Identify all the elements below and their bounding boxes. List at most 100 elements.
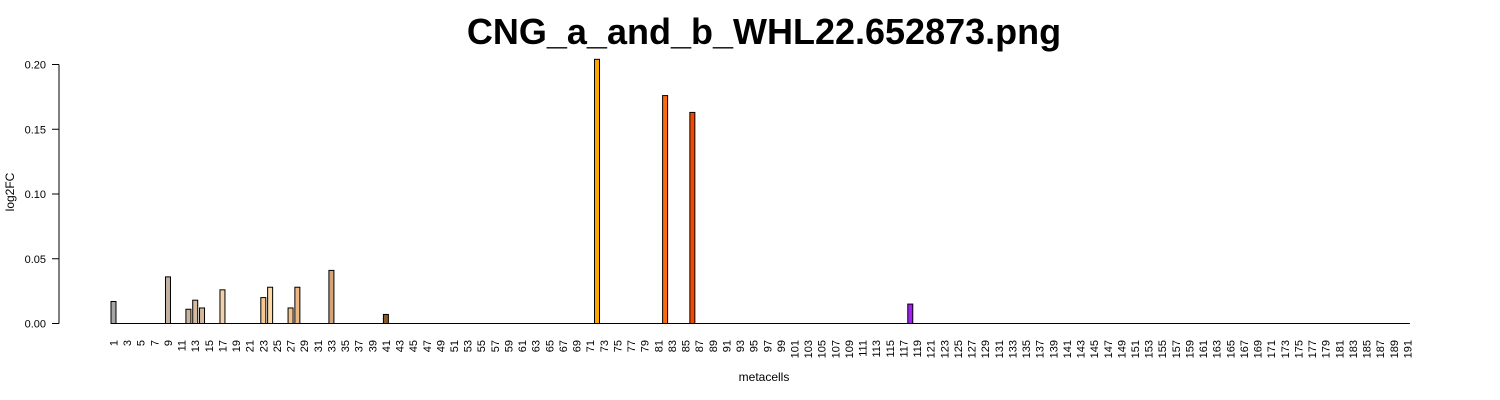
x-tick-label: 59 xyxy=(503,340,515,352)
y-tick-label: 0.05 xyxy=(25,254,46,266)
x-tick-label: 61 xyxy=(517,340,529,352)
y-tick-label: 0.20 xyxy=(25,60,46,72)
x-tick-label: 173 xyxy=(1280,340,1292,358)
x-tick-label: 95 xyxy=(749,340,761,352)
x-tick-label: 139 xyxy=(1048,340,1060,358)
x-tick-label: 145 xyxy=(1089,340,1101,358)
x-tick-label: 49 xyxy=(435,340,447,352)
x-tick-label: 53 xyxy=(463,340,475,352)
x-tick-label: 7 xyxy=(149,340,161,346)
x-tick-label: 33 xyxy=(326,340,338,352)
x-tick-label: 135 xyxy=(1021,340,1033,358)
bar-metacell-23 xyxy=(260,297,267,325)
x-tick-label: 89 xyxy=(708,340,720,352)
x-tick-label: 11 xyxy=(177,340,189,351)
x-tick-label: 163 xyxy=(1212,340,1224,358)
bar-metacell-17 xyxy=(219,289,226,324)
x-tick-label: 3 xyxy=(122,340,134,346)
x-tick-label: 177 xyxy=(1307,340,1319,358)
x-tick-label: 15 xyxy=(204,340,216,352)
chart-title: CNG_a_and_b_WHL22.652873.png xyxy=(467,11,1061,52)
x-tick-label: 91 xyxy=(721,340,733,352)
x-tick-label: 21 xyxy=(245,340,257,352)
x-tick-label: 169 xyxy=(1253,340,1265,358)
x-tick-label: 17 xyxy=(217,340,229,352)
x-axis-ticks: 1 3 5 7 9 11 13 15 17 19 21 23 25 27 29 31 33 35 37 39 41 43 4… xyxy=(109,340,1415,358)
x-axis-label: metacells xyxy=(739,370,790,384)
x-tick-label: 123 xyxy=(939,340,951,358)
bar-metacell-12 xyxy=(185,308,192,325)
x-tick-label: 31 xyxy=(313,340,325,352)
bar-metacell-82 xyxy=(662,95,669,324)
x-tick-label: 73 xyxy=(599,340,611,352)
x-tick-label: 87 xyxy=(694,340,706,352)
x-tick-label: 39 xyxy=(367,340,379,352)
x-tick-label: 175 xyxy=(1293,340,1305,358)
x-tick-label: 183 xyxy=(1348,340,1360,358)
x-tick-label: 41 xyxy=(381,340,393,352)
x-tick-label: 171 xyxy=(1266,340,1278,358)
y-tick-label: 0.00 xyxy=(25,319,46,331)
y-axis-label: log2FC xyxy=(3,172,17,211)
x-tick-label: 47 xyxy=(422,340,434,352)
x-tick-label: 55 xyxy=(476,340,488,352)
x-tick-label: 35 xyxy=(340,340,352,352)
y-tick-label: 0.10 xyxy=(25,189,46,201)
x-tick-label: 19 xyxy=(231,340,243,352)
x-tick-label: 149 xyxy=(1116,340,1128,358)
x-tick-label: 117 xyxy=(898,340,910,358)
x-tick-label: 115 xyxy=(885,340,897,358)
x-tick-label: 109 xyxy=(844,340,856,358)
x-tick-label: 121 xyxy=(926,340,938,358)
x-tick-label: 23 xyxy=(258,340,270,352)
x-tick-label: 189 xyxy=(1389,340,1401,358)
x-tick-label: 75 xyxy=(612,340,624,352)
bar-metacell-1 xyxy=(110,300,117,324)
x-tick-label: 181 xyxy=(1334,340,1346,358)
x-tick-label: 137 xyxy=(1035,340,1047,358)
x-tick-label: 25 xyxy=(272,340,284,352)
x-tick-label: 43 xyxy=(395,340,407,352)
x-tick-label: 81 xyxy=(653,340,665,352)
x-tick-label: 159 xyxy=(1184,340,1196,358)
bar-metacell-118 xyxy=(907,303,914,325)
x-tick-label: 9 xyxy=(163,340,175,346)
x-tick-label: 29 xyxy=(299,340,311,352)
x-tick-label: 113 xyxy=(871,340,883,358)
bar-metacell-28 xyxy=(294,286,301,324)
bars-group xyxy=(110,58,914,325)
x-tick-label: 105 xyxy=(817,340,829,358)
x-tick-label: 69 xyxy=(572,340,584,352)
x-tick-label: 77 xyxy=(626,340,638,352)
x-tick-label: 179 xyxy=(1321,340,1333,358)
x-tick-label: 63 xyxy=(531,340,543,352)
x-tick-label: 103 xyxy=(803,340,815,358)
x-tick-label: 45 xyxy=(408,340,420,352)
x-tick-label: 111 xyxy=(858,340,870,357)
x-tick-label: 1 xyxy=(109,340,121,346)
x-tick-label: 51 xyxy=(449,340,461,352)
x-tick-label: 101 xyxy=(790,340,802,358)
x-tick-label: 57 xyxy=(490,340,502,352)
x-tick-label: 143 xyxy=(1076,340,1088,358)
x-tick-label: 99 xyxy=(776,340,788,352)
y-axis: 0.00 0.05 0.10 0.15 0.20 xyxy=(25,60,60,331)
x-tick-label: 127 xyxy=(967,340,979,358)
bar-metacell-14 xyxy=(199,307,206,324)
x-tick-label: 151 xyxy=(1130,340,1142,358)
x-tick-label: 97 xyxy=(762,340,774,352)
x-tick-label: 141 xyxy=(1062,340,1074,358)
y-tick-label: 0.15 xyxy=(25,124,46,136)
x-tick-label: 27 xyxy=(286,340,298,352)
x-tick-label: 161 xyxy=(1198,340,1210,358)
x-tick-label: 185 xyxy=(1362,340,1374,358)
x-tick-label: 191 xyxy=(1402,340,1414,358)
x-tick-label: 133 xyxy=(1007,340,1019,358)
x-tick-label: 153 xyxy=(1144,340,1156,358)
x-tick-label: 125 xyxy=(953,340,965,358)
x-tick-label: 147 xyxy=(1103,340,1115,358)
bar-metacell-27 xyxy=(287,307,294,324)
x-tick-label: 83 xyxy=(667,340,679,352)
bar-metacell-86 xyxy=(689,111,696,325)
